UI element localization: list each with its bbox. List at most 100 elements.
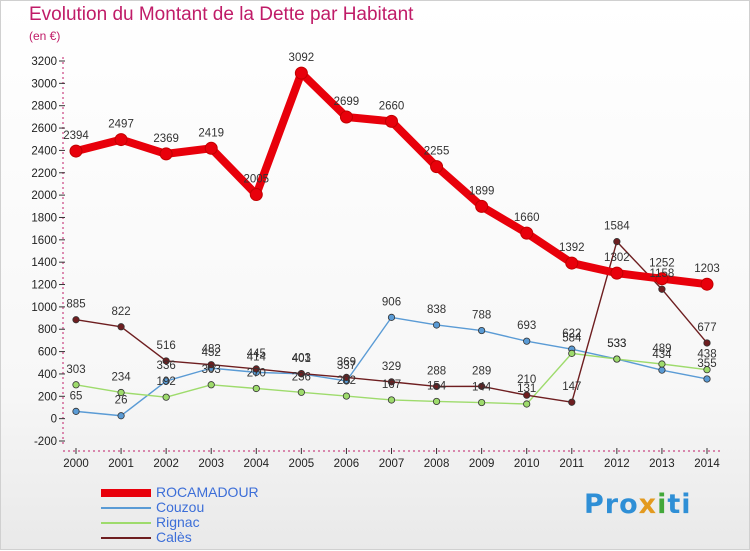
x-tick-label: 2007 [379, 458, 405, 470]
data-point [703, 366, 711, 374]
data-label: 438 [697, 349, 716, 361]
data-point [655, 272, 669, 286]
y-tick-label: 3200 [31, 56, 57, 68]
data-point [342, 373, 351, 382]
data-point [478, 382, 486, 390]
data-label: 2419 [198, 127, 224, 139]
series-points [69, 66, 714, 420]
y-tick-label: 2200 [31, 168, 57, 180]
data-point [432, 321, 441, 329]
data-label: 192 [157, 376, 176, 388]
data-point [432, 382, 441, 391]
data-point [700, 277, 714, 291]
data-point [297, 370, 305, 378]
data-label: 144 [472, 382, 492, 394]
axes: -200 0 200 400 600 800 1000 1200 1400 1600 1800 200… [31, 56, 723, 470]
data-label: 65 [70, 390, 83, 402]
data-point [117, 412, 125, 420]
legend-item: Rignac [101, 514, 301, 531]
y-tick-label: 2600 [31, 123, 57, 135]
legend-label: Rignac [156, 514, 200, 530]
data-label: 234 [111, 371, 131, 383]
data-label: 329 [382, 361, 401, 373]
data-label: 1252 [649, 258, 675, 270]
data-label: 2660 [379, 100, 405, 112]
x-tick-label: 2001 [108, 458, 134, 470]
y-tick-label: -200 [34, 436, 57, 448]
data-point [159, 147, 173, 161]
y-tick-label: 600 [38, 347, 57, 359]
data-label: 2005 [243, 174, 269, 186]
data-point [72, 381, 80, 389]
data-point [387, 378, 396, 386]
data-point [432, 397, 441, 406]
data-point [69, 144, 83, 158]
data-label: 1660 [514, 212, 540, 224]
data-point [204, 141, 218, 155]
data-label: 2497 [108, 119, 134, 131]
data-label: 445 [247, 348, 266, 360]
data-point [565, 256, 579, 270]
data-label: 2699 [334, 96, 360, 108]
data-label: 414 [247, 351, 267, 363]
y-tick-label: 1200 [31, 280, 57, 292]
data-label: 3092 [289, 52, 315, 64]
data-label: 1302 [604, 252, 630, 264]
data-label: 885 [66, 299, 85, 311]
data-point [520, 226, 534, 240]
data-label: 336 [157, 360, 176, 372]
y-tick-label: 1000 [31, 302, 57, 314]
legend-label: ROCAMADOUR [156, 484, 259, 500]
data-label: 584 [562, 332, 582, 344]
data-label: 622 [562, 328, 581, 340]
x-tick-label: 2000 [63, 458, 89, 470]
data-point [72, 407, 80, 415]
data-label: 210 [517, 374, 536, 386]
data-point [523, 337, 531, 345]
data-point [610, 266, 624, 280]
data-label: 355 [697, 358, 716, 370]
data-point [339, 110, 353, 124]
data-point [658, 360, 666, 368]
legend-item: ROCAMADOUR [101, 484, 301, 501]
legend-swatch [101, 537, 151, 539]
y-tick-label: 1400 [31, 257, 57, 269]
data-label: 26 [115, 395, 128, 407]
data-point [297, 388, 305, 396]
data-label: 434 [652, 349, 672, 361]
x-tick-label: 2012 [604, 458, 630, 470]
data-point [475, 199, 489, 213]
data-label: 167 [382, 379, 401, 391]
y-tick-label: 200 [38, 391, 57, 403]
data-point [117, 323, 125, 331]
data-label: 452 [202, 347, 221, 359]
data-point [523, 400, 531, 408]
data-label: 677 [697, 322, 716, 334]
legend-label: Calès [156, 529, 192, 545]
x-tick-label: 2006 [334, 458, 360, 470]
y-tick-label: 2000 [31, 190, 57, 202]
y-tick-label: 0 [51, 414, 57, 426]
data-label: 533 [607, 338, 626, 350]
legend: ROCAMADOUR Couzou Rignac Calès [101, 484, 301, 546]
data-point [703, 339, 711, 347]
x-tick-label: 2009 [469, 458, 495, 470]
data-label: 303 [66, 364, 85, 376]
data-label: 533 [607, 338, 626, 350]
data-point [430, 160, 444, 174]
data-point [207, 361, 215, 369]
legend-swatch [101, 489, 151, 497]
x-tick-label: 2008 [424, 458, 450, 470]
data-label: 489 [652, 343, 671, 355]
data-point [162, 377, 170, 385]
data-label: 288 [427, 365, 446, 377]
y-tick-label: 1600 [31, 235, 57, 247]
data-point [658, 285, 666, 293]
y-tick-label: 2800 [31, 101, 57, 113]
data-point [568, 349, 576, 357]
data-point [658, 366, 666, 374]
x-tick-label: 2004 [243, 458, 269, 470]
data-label: 337 [337, 360, 356, 372]
data-label: 369 [337, 356, 356, 368]
x-tick-label: 2013 [649, 458, 675, 470]
